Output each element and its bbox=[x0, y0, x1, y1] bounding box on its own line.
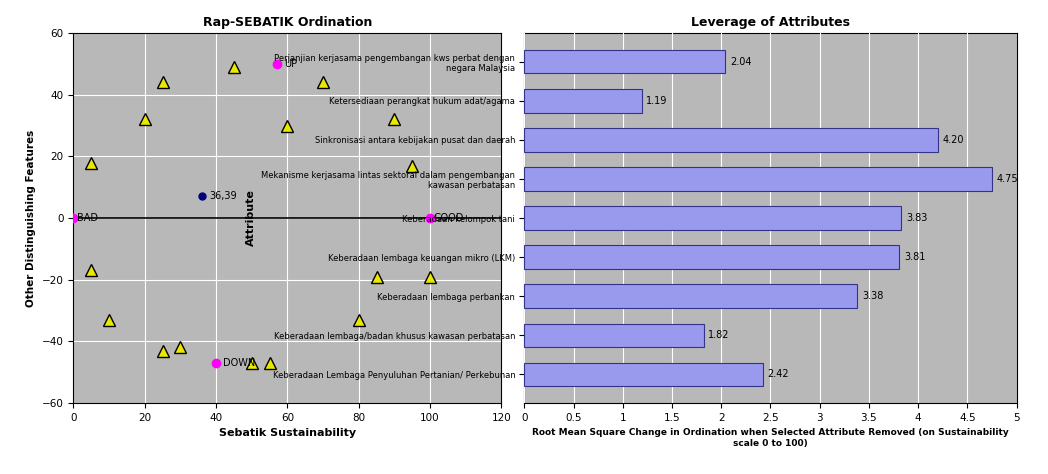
Text: 2.04: 2.04 bbox=[730, 57, 751, 67]
Bar bbox=[524, 363, 763, 386]
Bar bbox=[524, 284, 857, 308]
Bar bbox=[524, 246, 899, 269]
Bar bbox=[524, 206, 901, 230]
Text: UP: UP bbox=[284, 59, 297, 69]
Y-axis label: Attribute: Attribute bbox=[246, 190, 256, 246]
Bar bbox=[524, 167, 992, 191]
Y-axis label: Other Distinguishing Features: Other Distinguishing Features bbox=[26, 129, 37, 307]
Text: GOOD: GOOD bbox=[434, 213, 464, 223]
Text: DOWN: DOWN bbox=[223, 358, 256, 368]
X-axis label: Sebatik Sustainability: Sebatik Sustainability bbox=[219, 428, 356, 438]
Bar bbox=[524, 128, 938, 152]
Text: 4.75: 4.75 bbox=[997, 174, 1019, 184]
Text: 1.82: 1.82 bbox=[708, 330, 730, 340]
Text: 4.20: 4.20 bbox=[943, 135, 964, 145]
Bar bbox=[524, 89, 641, 112]
Text: 2.42: 2.42 bbox=[767, 369, 789, 379]
Text: 3.38: 3.38 bbox=[863, 291, 883, 301]
Text: 3.81: 3.81 bbox=[904, 252, 925, 262]
Text: 1.19: 1.19 bbox=[647, 96, 668, 106]
X-axis label: Root Mean Square Change in Ordination when Selected Attribute Removed (on Sustai: Root Mean Square Change in Ordination wh… bbox=[532, 428, 1009, 447]
Text: 3.83: 3.83 bbox=[907, 213, 927, 223]
Text: 36,39: 36,39 bbox=[209, 191, 237, 201]
Text: BAD: BAD bbox=[77, 213, 97, 223]
Title: Rap-SEBATIK Ordination: Rap-SEBATIK Ordination bbox=[202, 16, 372, 29]
Title: Leverage of Attributes: Leverage of Attributes bbox=[691, 16, 850, 29]
Bar bbox=[524, 50, 725, 73]
Bar bbox=[524, 324, 703, 347]
